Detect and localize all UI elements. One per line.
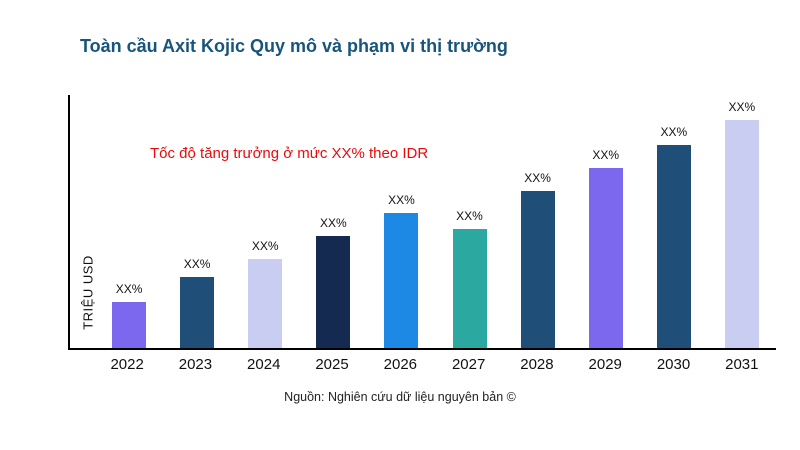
bar-group-2023: XX% [163, 257, 231, 348]
plot-area: TRIỆU USD XX% XX% XX% XX% XX% XX% XX% XX% XX% XX% [68, 95, 776, 350]
bar-2025 [316, 236, 351, 348]
bar-group-2026: XX% [367, 193, 435, 348]
x-tick-label-2022: 2022 [110, 356, 144, 373]
x-tick-label-2026: 2026 [383, 356, 418, 373]
bar-2030 [656, 145, 691, 348]
bar-group-2028: XX% [504, 171, 572, 348]
bar-group-2029: XX% [572, 148, 640, 348]
x-tick-label-2030: 2030 [656, 356, 691, 373]
bar-value-label: XX% [319, 216, 347, 230]
x-tick-label-2027: 2027 [451, 356, 486, 373]
x-axis-tick-labels: 2022 2023 2024 2025 2026 2027 2028 2029 2030 2031 [68, 356, 776, 373]
bar-value-label: XX% [251, 239, 279, 253]
bar-value-label: XX% [388, 193, 415, 207]
bar-group-2030: XX% [640, 125, 708, 348]
bar-value-label: XX% [456, 209, 483, 223]
x-tick-label-2023: 2023 [178, 356, 213, 373]
bar-group-2027: XX% [435, 209, 503, 348]
bar-2024 [248, 259, 283, 348]
bar-value-label: XX% [592, 148, 620, 162]
bar-2029 [588, 168, 623, 348]
bar-value-label: XX% [115, 282, 143, 296]
bar-value-label: XX% [728, 100, 756, 114]
bar-value-label: XX% [183, 257, 211, 271]
bar-2028 [520, 191, 555, 348]
growth-annotation: Tốc độ tăng trưởng ở mức XX% theo IDR [150, 145, 429, 162]
bar-2026 [384, 213, 419, 348]
bar-group-2031: XX% [708, 100, 776, 348]
bar-2023 [180, 277, 215, 348]
bars-container: XX% XX% XX% XX% XX% XX% XX% XX% XX% XX% [70, 95, 776, 348]
x-tick-label-2029: 2029 [588, 356, 622, 373]
bar-2031 [724, 120, 759, 348]
x-tick-label-2025: 2025 [315, 356, 349, 373]
bar-2027 [452, 229, 487, 348]
source-note: Nguồn: Nghiên cứu dữ liệu nguyên bản © [284, 390, 516, 404]
bar-group-2025: XX% [299, 216, 367, 348]
x-tick-label-2028: 2028 [520, 356, 554, 373]
bar-group-2022: XX% [95, 282, 163, 348]
x-tick-label-2024: 2024 [247, 356, 281, 373]
bar-value-label: XX% [524, 171, 551, 185]
x-tick-label-2031: 2031 [725, 356, 759, 373]
bar-group-2024: XX% [231, 239, 299, 348]
bar-2022 [112, 302, 147, 348]
chart-title: Toàn cầu Axit Kojic Quy mô và phạm vi th… [80, 36, 508, 56]
bar-value-label: XX% [660, 125, 688, 139]
